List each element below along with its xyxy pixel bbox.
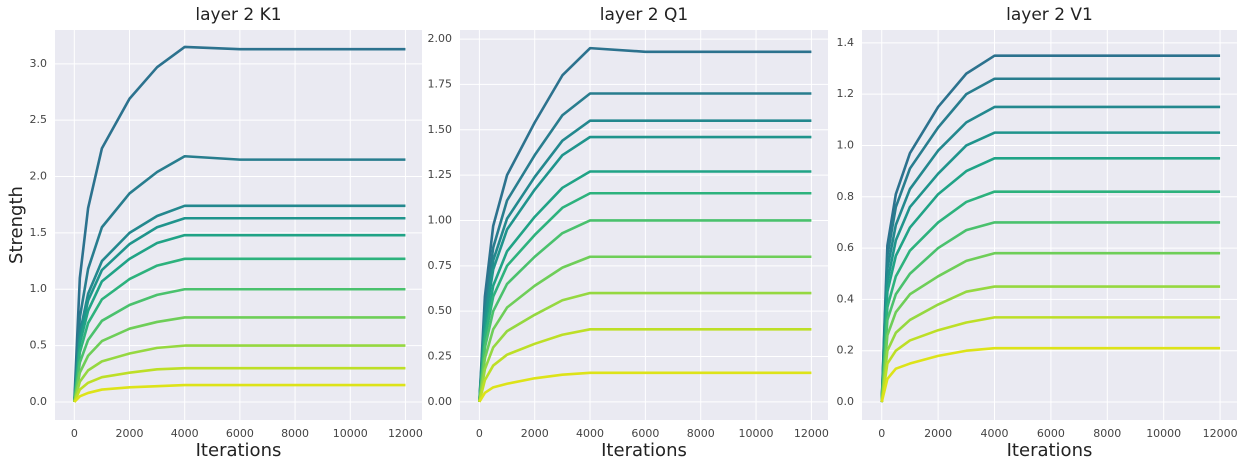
y-tick-label: 0.00	[428, 395, 453, 408]
y-tick-label: 0.75	[428, 259, 453, 272]
panel-title: layer 2 K1	[195, 5, 281, 25]
series-line	[880, 77, 1221, 403]
series-line	[73, 383, 406, 403]
series-line	[73, 287, 406, 403]
x-tick-label: 10000	[739, 427, 774, 440]
x-axis-label: Iterations	[601, 440, 687, 461]
x-tick-label: 12000	[794, 427, 829, 440]
y-tick-label: 3.0	[30, 57, 48, 70]
x-tick-label: 4000	[576, 427, 604, 440]
y-tick-label: 1.0	[837, 138, 855, 151]
y-tick-label: 2.0	[30, 170, 48, 183]
plot-area	[862, 30, 1237, 420]
x-tick-label: 2000	[116, 427, 144, 440]
series-line	[73, 344, 406, 403]
series-line	[73, 216, 406, 403]
x-tick-label: 0	[878, 427, 885, 440]
series-line	[478, 328, 812, 403]
series-line	[478, 255, 812, 403]
series-line	[880, 285, 1221, 403]
x-tick-label: 8000	[1093, 427, 1121, 440]
series-line	[478, 291, 812, 403]
x-tick-label: 8000	[687, 427, 715, 440]
y-tick-label: 2.5	[30, 113, 48, 126]
x-tick-label: 2000	[521, 427, 549, 440]
series-line	[73, 366, 406, 403]
panel-title: layer 2 V1	[1006, 5, 1093, 25]
y-tick-label: 1.4	[837, 36, 855, 49]
y-tick-label: 1.5	[30, 226, 48, 239]
y-tick-label: 1.75	[428, 77, 453, 90]
x-tick-label: 10000	[1146, 427, 1181, 440]
series-line	[73, 257, 406, 403]
y-tick-label: 1.00	[428, 213, 453, 226]
series-line	[73, 316, 406, 403]
series-line	[73, 204, 406, 403]
y-tick-label: 0.4	[837, 292, 855, 305]
series-line	[880, 156, 1221, 403]
x-tick-label: 6000	[631, 427, 659, 440]
y-axis-label: Strength	[6, 186, 27, 264]
x-axis-label: Iterations	[1007, 440, 1093, 461]
series-line	[880, 105, 1221, 403]
x-tick-label: 8000	[281, 427, 309, 440]
x-axis-label: Iterations	[196, 440, 282, 461]
y-tick-label: 1.25	[428, 168, 453, 181]
x-tick-label: 10000	[333, 427, 368, 440]
y-tick-label: 0.50	[428, 304, 453, 317]
x-tick-label: 12000	[388, 427, 423, 440]
series-line	[880, 316, 1221, 403]
series-line	[73, 154, 406, 403]
y-tick-label: 0.0	[30, 395, 48, 408]
y-tick-label: 0.6	[837, 241, 855, 254]
y-tick-label: 1.0	[30, 282, 48, 295]
y-tick-label: 0.8	[837, 190, 855, 203]
plot-area	[460, 30, 828, 420]
series-line	[478, 191, 812, 402]
x-tick-label: 6000	[1037, 427, 1065, 440]
x-tick-label: 6000	[226, 427, 254, 440]
x-tick-label: 0	[476, 427, 483, 440]
y-tick-label: 1.50	[428, 123, 453, 136]
series-line	[880, 131, 1221, 403]
series-line	[880, 54, 1221, 403]
series-line	[478, 46, 812, 402]
y-tick-label: 0.2	[837, 344, 855, 357]
y-tick-label: 1.2	[837, 87, 855, 100]
x-tick-label: 4000	[171, 427, 199, 440]
series-line	[478, 219, 812, 402]
series-line	[73, 233, 406, 403]
x-tick-label: 12000	[1203, 427, 1238, 440]
plot-area	[55, 30, 422, 420]
series-line	[880, 251, 1221, 403]
y-tick-label: 0.25	[428, 350, 453, 363]
series-line	[880, 190, 1221, 403]
x-tick-label: 0	[71, 427, 78, 440]
series-line	[478, 135, 812, 402]
series-line	[478, 92, 812, 402]
series-line	[478, 371, 812, 403]
x-tick-label: 4000	[981, 427, 1009, 440]
series-line	[880, 221, 1221, 403]
y-tick-label: 0.5	[30, 339, 48, 352]
series-line	[73, 45, 406, 403]
y-tick-label: 0.0	[837, 395, 855, 408]
series-line	[478, 170, 812, 402]
y-tick-label: 2.00	[428, 32, 453, 45]
panel-title: layer 2 Q1	[600, 5, 688, 25]
x-tick-label: 2000	[924, 427, 952, 440]
series-line	[880, 346, 1221, 403]
